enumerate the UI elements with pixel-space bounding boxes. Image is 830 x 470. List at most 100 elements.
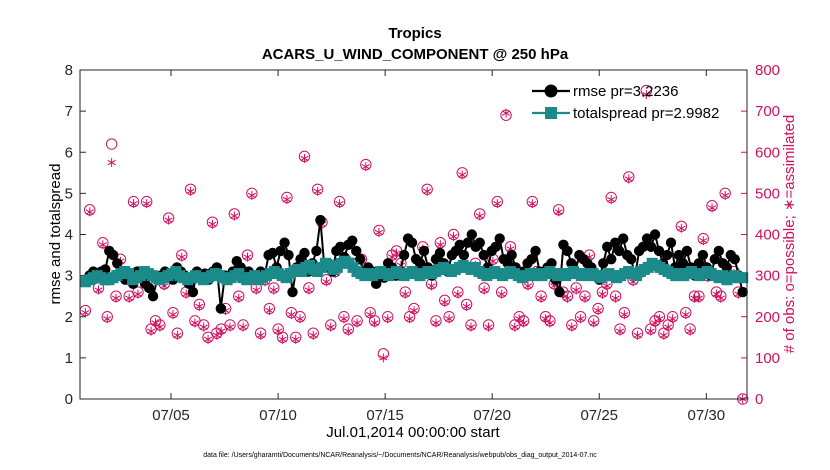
assimilated-obs-point <box>466 322 476 332</box>
assimilated-obs-point <box>217 326 226 336</box>
rmse-point <box>562 245 573 257</box>
rmse-point <box>494 233 505 244</box>
rmse-point <box>737 286 748 298</box>
assimilated-obs-point <box>480 285 489 295</box>
rmse-point <box>279 237 290 248</box>
assimilated-obs-point <box>440 297 449 307</box>
y2-tick-label: 300 <box>755 268 780 285</box>
assimilated-obs-point <box>247 190 257 200</box>
assimilated-obs-point <box>85 207 94 217</box>
rmse-point <box>283 249 294 261</box>
possible-obs-point <box>105 138 118 150</box>
rmse-point <box>287 286 298 298</box>
y-tick-label: 7 <box>65 103 73 120</box>
assimilated-obs-point <box>620 310 629 320</box>
y2-tick-label: 800 <box>755 62 780 79</box>
assimilated-obs-point <box>615 326 625 336</box>
assimilated-obs-point <box>322 277 331 287</box>
assimilated-obs-point <box>238 322 248 332</box>
assimilated-obs-point <box>265 306 274 316</box>
assimilated-obs-point <box>361 162 370 172</box>
rmse-point <box>617 233 629 244</box>
rmse-point <box>267 247 278 259</box>
rmse-point <box>478 249 489 261</box>
rmse-point <box>506 249 517 261</box>
assimilated-obs-point <box>712 289 721 299</box>
assimilated-obs-point <box>173 330 182 340</box>
assimilated-obs-point <box>405 314 414 324</box>
rmse-point <box>406 237 418 248</box>
assimilated-obs-point <box>225 322 235 332</box>
assimilated-obs-point <box>515 314 524 324</box>
legend-rmse-label: rmse pr=3.2236 <box>573 83 678 100</box>
rmse-point <box>502 258 513 269</box>
rmse-point <box>665 237 677 248</box>
assimilated-obs-point <box>125 293 134 303</box>
assimilated-obs-point <box>501 108 511 118</box>
y-tick-label: 8 <box>65 62 73 79</box>
assimilated-obs-point <box>133 289 143 299</box>
rmse-point <box>275 245 286 257</box>
rmse-point <box>637 241 649 253</box>
rmse-point <box>347 235 358 246</box>
rmse-point <box>143 282 155 294</box>
plot-area <box>80 70 747 399</box>
rmse-point <box>454 239 466 250</box>
obs-series <box>79 84 749 405</box>
rmse-point <box>466 229 478 240</box>
assimilated-obs-point <box>243 252 252 262</box>
rmse-point <box>434 247 446 259</box>
assimilated-obs-point <box>593 306 603 316</box>
x-axis: 07/05 07/10 07/15 07/20 07/25 07/30 <box>152 70 725 424</box>
assimilated-obs-point <box>129 199 138 209</box>
assimilated-obs-point <box>94 285 103 295</box>
rmse-point <box>625 253 637 265</box>
rmse-point <box>681 245 693 257</box>
x-tick-label: 07/05 <box>152 407 190 424</box>
assimilated-obs-point <box>650 318 660 328</box>
assimilated-obs-point <box>304 285 314 295</box>
spread-point <box>737 272 749 284</box>
y2-tick-label: 700 <box>755 103 780 120</box>
assimilated-obs-point <box>326 322 335 332</box>
assimilated-obs-point <box>295 314 305 324</box>
assimilated-obs-point <box>624 174 633 184</box>
assimilated-obs-point <box>576 314 585 324</box>
rmse-point <box>602 241 613 253</box>
assimilated-obs-point <box>519 318 528 328</box>
assimilated-obs-point <box>374 227 384 237</box>
legend-spread-marker <box>545 107 557 119</box>
y-tick-label: 6 <box>65 144 73 161</box>
rmse-point <box>370 278 382 290</box>
assimilated-obs-point <box>567 322 576 332</box>
chart-title: Tropics <box>388 25 441 42</box>
assimilated-obs-point <box>497 289 506 299</box>
assimilated-obs-point <box>510 322 519 332</box>
assimilated-obs-point <box>681 310 690 320</box>
assimilated-obs-point <box>164 215 173 225</box>
assimilated-obs-point <box>300 153 309 163</box>
assimilated-obs-point <box>458 170 467 180</box>
assimilated-obs-point <box>344 326 353 336</box>
rmse-point <box>610 237 621 248</box>
rmse-point <box>713 245 725 257</box>
assimilated-obs-point <box>208 219 217 229</box>
rmse-point <box>614 245 625 257</box>
y-tick-label: 0 <box>65 391 73 408</box>
rmse-point <box>418 245 430 257</box>
rmse-point <box>645 241 657 253</box>
rmse-point <box>112 258 123 269</box>
spread-point <box>123 268 135 280</box>
assimilated-obs-point <box>142 199 151 209</box>
rmse-point <box>677 258 689 269</box>
rmse-point <box>458 249 470 261</box>
rmse-point <box>215 303 227 314</box>
assimilated-obs-point <box>716 293 725 303</box>
assimilated-obs-point <box>103 314 112 324</box>
assimilated-obs-point <box>98 240 108 250</box>
rmse-point <box>100 264 111 275</box>
assimilated-obs-point <box>602 281 612 291</box>
rmse-point <box>315 214 326 226</box>
assimilated-obs-point <box>655 314 664 324</box>
right-axis: 0 100 200 300 400 500 600 700 800 <box>741 62 780 408</box>
